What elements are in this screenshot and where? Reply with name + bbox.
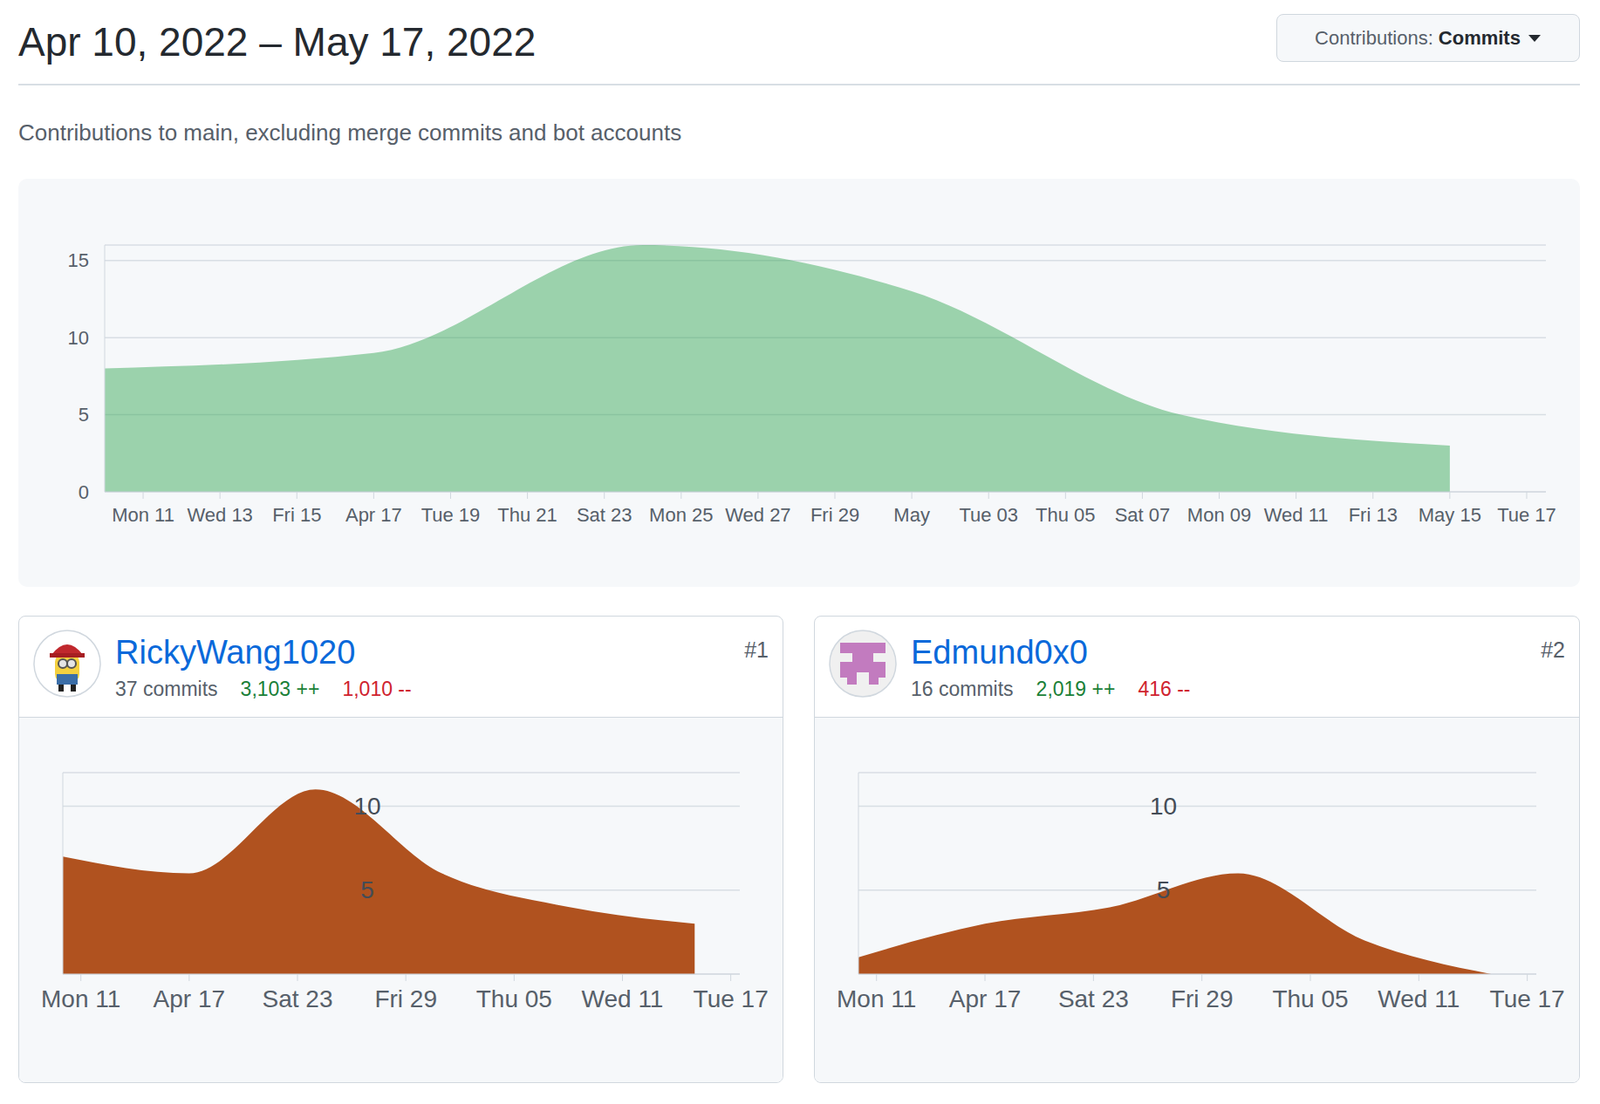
svg-text:Sat 07: Sat 07 — [1114, 504, 1171, 527]
html-text:416 --: 416 -- — [1137, 677, 1191, 701]
svg-text:Fri 29: Fri 29 — [1170, 985, 1234, 1013]
svg-text:May 15: May 15 — [1418, 504, 1482, 527]
svg-text:5: 5 — [1156, 876, 1171, 904]
svg-text:Fri 15: Fri 15 — [272, 504, 322, 527]
html-text:Apr 10, 2022 – May 17, 2022: Apr 10, 2022 – May 17, 2022 — [18, 19, 536, 65]
html-text:37 commits: 37 commits — [115, 677, 218, 701]
svg-text:Mon 25: Mon 25 — [649, 504, 713, 527]
svg-text:5: 5 — [360, 876, 375, 904]
svg-text:Mon 11: Mon 11 — [111, 504, 175, 527]
svg-text:Tue 17: Tue 17 — [693, 985, 769, 1013]
svg-text:Apr 17: Apr 17 — [153, 985, 226, 1013]
svg-text:Tue 17: Tue 17 — [1490, 985, 1566, 1013]
svg-text:Sat 23: Sat 23 — [576, 504, 633, 527]
svg-text:Wed 13: Wed 13 — [186, 504, 253, 527]
html-text:2,019 ++: 2,019 ++ — [1036, 677, 1116, 701]
html-text:3,103 ++: 3,103 ++ — [240, 677, 320, 701]
svg-text:10: 10 — [68, 327, 89, 349]
html-text:1,010 --: 1,010 -- — [342, 677, 412, 701]
html-text:Contributions to main, excludi: Contributions to main, excluding merge c… — [18, 119, 682, 146]
svg-text:5: 5 — [78, 403, 89, 426]
svg-text:10: 10 — [1149, 793, 1177, 821]
svg-text:Apr 17: Apr 17 — [949, 985, 1022, 1013]
html-text:RickyWang1020: RickyWang1020 — [115, 634, 356, 671]
html-text:16 commits: 16 commits — [910, 677, 1014, 701]
svg-text:Thu 05: Thu 05 — [1271, 985, 1348, 1013]
svg-text:Fri 13: Fri 13 — [1348, 504, 1398, 527]
svg-text:10: 10 — [353, 793, 381, 821]
svg-text:0: 0 — [78, 481, 89, 504]
svg-text:Fri 29: Fri 29 — [810, 504, 860, 527]
svg-text:Apr 17: Apr 17 — [345, 504, 403, 527]
svg-text:Sat 23: Sat 23 — [1058, 985, 1129, 1013]
html-text:#1: #1 — [744, 637, 769, 663]
svg-text:Mon 09: Mon 09 — [1187, 504, 1252, 527]
svg-text:Mon 11: Mon 11 — [41, 985, 121, 1013]
html-text:Edmund0x0: Edmund0x0 — [910, 634, 1088, 671]
svg-text:Thu 21: Thu 21 — [497, 504, 558, 527]
svg-text:Tue 19: Tue 19 — [421, 504, 481, 527]
svg-text:Mon 11: Mon 11 — [836, 985, 917, 1013]
svg-text:Tue 17: Tue 17 — [1497, 504, 1557, 527]
svg-text:May: May — [893, 504, 930, 527]
svg-text:15: 15 — [68, 249, 89, 272]
svg-text:Fri 29: Fri 29 — [374, 985, 438, 1013]
svg-text:Thu 05: Thu 05 — [476, 985, 553, 1013]
html-text:#2: #2 — [1540, 637, 1566, 663]
svg-text:Wed 27: Wed 27 — [724, 504, 791, 527]
svg-text:Wed 11: Wed 11 — [1377, 985, 1460, 1013]
svg-text:Thu 05: Thu 05 — [1035, 504, 1096, 527]
html-text:Contributions: Commits: Contributions: Commits — [1314, 26, 1521, 49]
svg-text:Tue 03: Tue 03 — [958, 504, 1019, 527]
svg-text:Sat 23: Sat 23 — [262, 985, 334, 1013]
svg-text:Wed 11: Wed 11 — [1264, 504, 1329, 527]
svg-text:Wed 11: Wed 11 — [581, 985, 664, 1013]
